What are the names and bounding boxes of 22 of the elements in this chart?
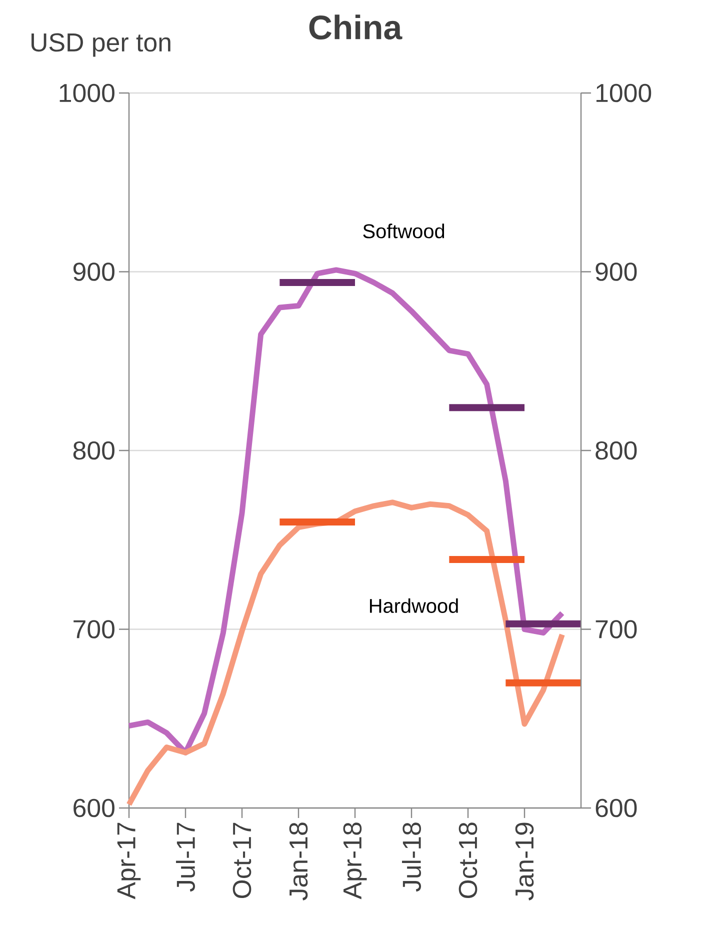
y-tick-label: 700 — [74, 620, 114, 638]
x-tick-label: Jul-18 — [402, 822, 422, 892]
y2-tick-label: 600 — [596, 798, 637, 818]
x-tick-label: Jan-18 — [289, 822, 308, 900]
y2-tick-label: 1000 — [596, 84, 652, 102]
y-tick-label: 600 — [74, 798, 114, 818]
y-tick-label: 1000 — [60, 84, 114, 102]
text: Hardwood — [370, 598, 458, 613]
x-tick-label: Jan-19 — [515, 822, 534, 900]
x-tick-label: Apr-18 — [343, 822, 367, 900]
chart-title: China — [309, 14, 402, 40]
x-tick-label: Oct-17 — [232, 822, 252, 898]
y-axis-title: USD per ton — [32, 33, 170, 57]
y-tick-label: 800 — [73, 441, 114, 460]
y2-tick-label: 700 — [596, 620, 637, 638]
x-tick-label: Apr-17 — [117, 822, 141, 900]
x-tick-label: Oct-18 — [458, 822, 478, 898]
series-label: Softwood — [363, 224, 444, 238]
x-tick-label: Jul-17 — [176, 822, 196, 892]
y2-tick-label: 800 — [596, 441, 637, 460]
y2-tick-label: 900 — [596, 262, 637, 281]
y-tick-label: 900 — [73, 262, 114, 281]
